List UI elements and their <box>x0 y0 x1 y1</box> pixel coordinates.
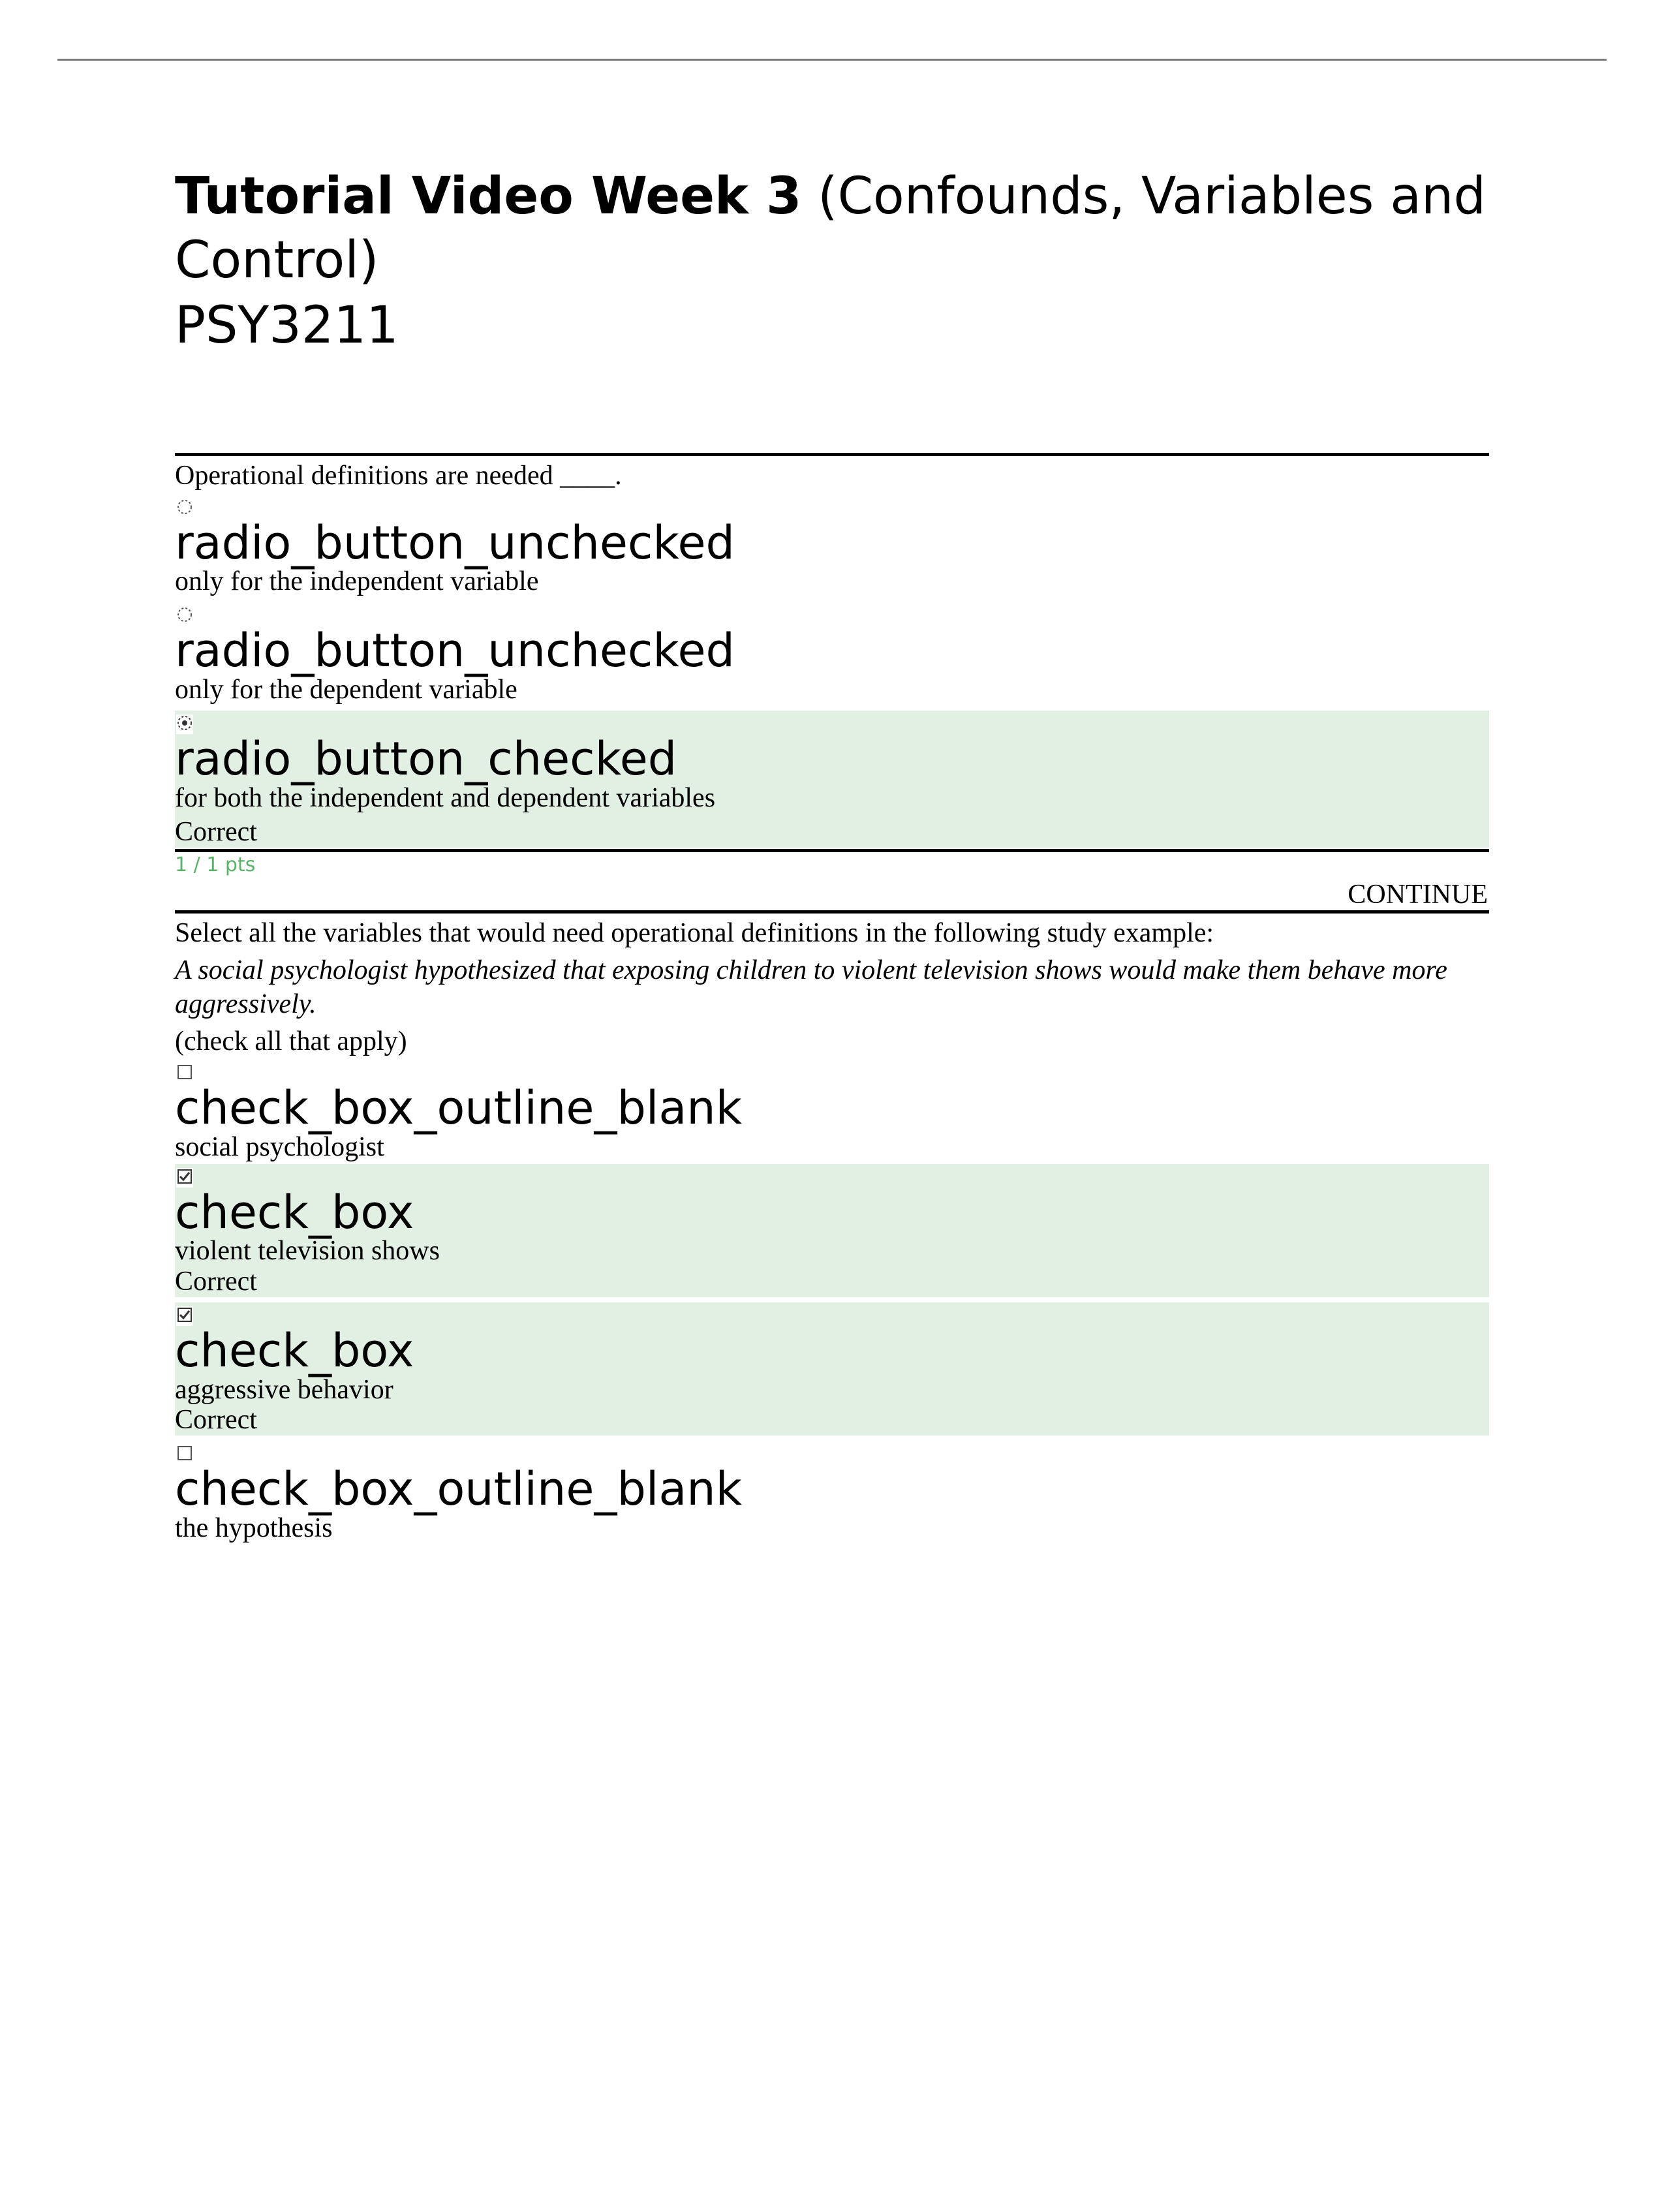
checkbox-unchecked-icon[interactable] <box>176 1445 193 1464</box>
top-horizontal-rule <box>57 59 1607 61</box>
q2-option-2-label: aggressive behavior <box>175 1374 1489 1406</box>
q2-option-1-feedback: Correct <box>175 1266 1489 1297</box>
q2-prompt-italic: A social psychologist hypothesized that … <box>175 953 1489 1022</box>
radio-checked-icon[interactable] <box>176 714 193 734</box>
q1-top-rule <box>175 453 1489 456</box>
checkbox-checked-icon[interactable] <box>176 1168 193 1188</box>
q1-option-1-icon-name: radio_button_unchecked <box>175 627 1489 675</box>
page: Tutorial Video Week 3 (Confounds, Variab… <box>0 59 1664 1544</box>
q2-prompt-line3: (check all that apply) <box>175 1024 1489 1059</box>
q2-option-3: check_box_outline_blank the hypothesis <box>175 1441 1489 1544</box>
q1-score: 1 / 1 pts <box>175 853 1489 876</box>
q2-option-3-label: the hypothesis <box>175 1513 1489 1544</box>
q1-option-2-icon-name: radio_button_checked <box>175 735 1489 784</box>
page-title: Tutorial Video Week 3 (Confounds, Variab… <box>175 165 1489 292</box>
q1-prompt: Operational definitions are needed ____. <box>175 459 1489 493</box>
q2-option-1-icon-name: check_box <box>175 1189 1489 1237</box>
radio-unchecked-icon[interactable] <box>176 606 193 626</box>
q1-option-2-label: for both the independent and dependent v… <box>175 782 1489 814</box>
checkbox-unchecked-icon[interactable] <box>176 1064 193 1083</box>
q2-option-0-icon-name: check_box_outline_blank <box>175 1084 1489 1133</box>
q2-option-0-label: social psychologist <box>175 1131 1489 1163</box>
q1-option-2: radio_button_checked for both the indepe… <box>175 711 1489 848</box>
q1-continue-rule <box>175 910 1489 914</box>
q2-option-0: check_box_outline_blank social psycholog… <box>175 1060 1489 1163</box>
q1-option-0-label: only for the independent variable <box>175 566 1489 597</box>
radio-unchecked-icon[interactable] <box>176 499 193 518</box>
q1-option-0-icon-name: radio_button_unchecked <box>175 519 1489 568</box>
q2-option-2-icon-name: check_box <box>175 1327 1489 1375</box>
content-area: Tutorial Video Week 3 (Confounds, Variab… <box>175 165 1489 1544</box>
q2-option-1-label: violent television shows <box>175 1235 1489 1267</box>
checkbox-checked-icon[interactable] <box>176 1306 193 1326</box>
q2-option-2: check_box aggressive behavior Correct <box>175 1302 1489 1436</box>
course-code: PSY3211 <box>175 296 1489 355</box>
q1-continue-row: CONTINUE <box>175 879 1489 914</box>
continue-button[interactable]: CONTINUE <box>175 879 1489 910</box>
q1-option-0: radio_button_unchecked only for the inde… <box>175 495 1489 598</box>
q2-prompt-line1: Select all the variables that would need… <box>175 916 1489 951</box>
q2-option-3-icon-name: check_box_outline_blank <box>175 1466 1489 1514</box>
title-bold: Tutorial Video Week 3 <box>175 167 801 226</box>
q1-feedback: Correct <box>175 816 1489 848</box>
q2-option-1: check_box violent television shows Corre… <box>175 1164 1489 1297</box>
q1-option-1-label: only for the dependent variable <box>175 674 1489 705</box>
q1-score-rule <box>175 849 1489 852</box>
q2-option-2-feedback: Correct <box>175 1404 1489 1436</box>
q1-option-1: radio_button_unchecked only for the depe… <box>175 602 1489 705</box>
